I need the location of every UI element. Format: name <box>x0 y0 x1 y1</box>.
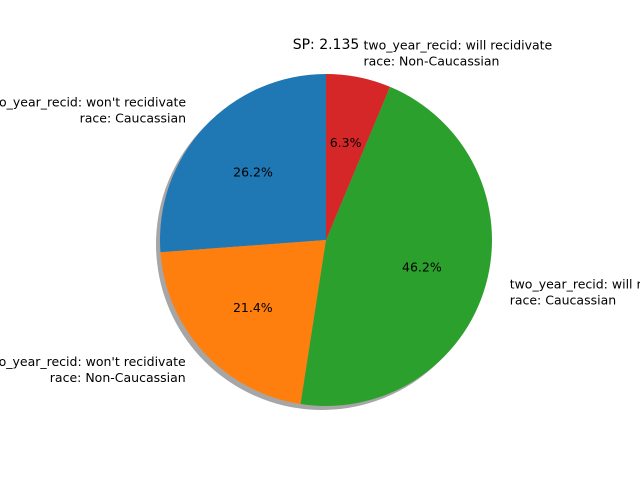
pie-slice-1-category-label: two_year_recid: won't recidivate race: Ca… <box>0 95 186 126</box>
pie-slice-4-category-label: two_year_recid: will recidivate race: Non… <box>364 37 553 68</box>
pie-slice-3-category-label-line: two_year_recid: will recidivate <box>510 276 640 291</box>
pie-slice-1-category-label-line: race: Caucassian <box>80 111 186 126</box>
pie-slice-1-category-label-line: two_year_recid: won't recidivate <box>0 95 186 110</box>
pie-slice-4-percent-label: 6.3% <box>330 135 362 150</box>
pie-slice-2-category-label-line: two_year_recid: won't recidivate <box>0 354 186 369</box>
pie-slice-1-percent-label: 26.2% <box>233 165 273 180</box>
pie-slice-4 <box>326 74 390 240</box>
pie-slice-2-category-label: two_year_recid: won't recidivate race: No… <box>0 354 186 385</box>
pie-slice-2-category-label-line: race: Non-Caucassian <box>50 370 186 385</box>
pie-slice-4-category-label-line: race: Non-Caucassian <box>364 53 500 68</box>
pie-slice-3-category-label-line: race: Caucassian <box>510 292 616 307</box>
pie-slice-2-percent-label: 21.4% <box>233 300 273 315</box>
pie-slices <box>159 74 492 406</box>
pie-slice-3-percent-label: 46.2% <box>402 260 442 275</box>
pie-slice-4-category-label-line: two_year_recid: will recidivate <box>364 37 553 52</box>
chart-title: SP: 2.135 <box>293 37 360 53</box>
pie-slice-2 <box>160 240 326 405</box>
pie-slice-1 <box>159 74 326 253</box>
pie-slice-3 <box>300 86 492 406</box>
pie-labels: 26.2%two_year_recid: won't recidivate rac… <box>0 37 640 385</box>
